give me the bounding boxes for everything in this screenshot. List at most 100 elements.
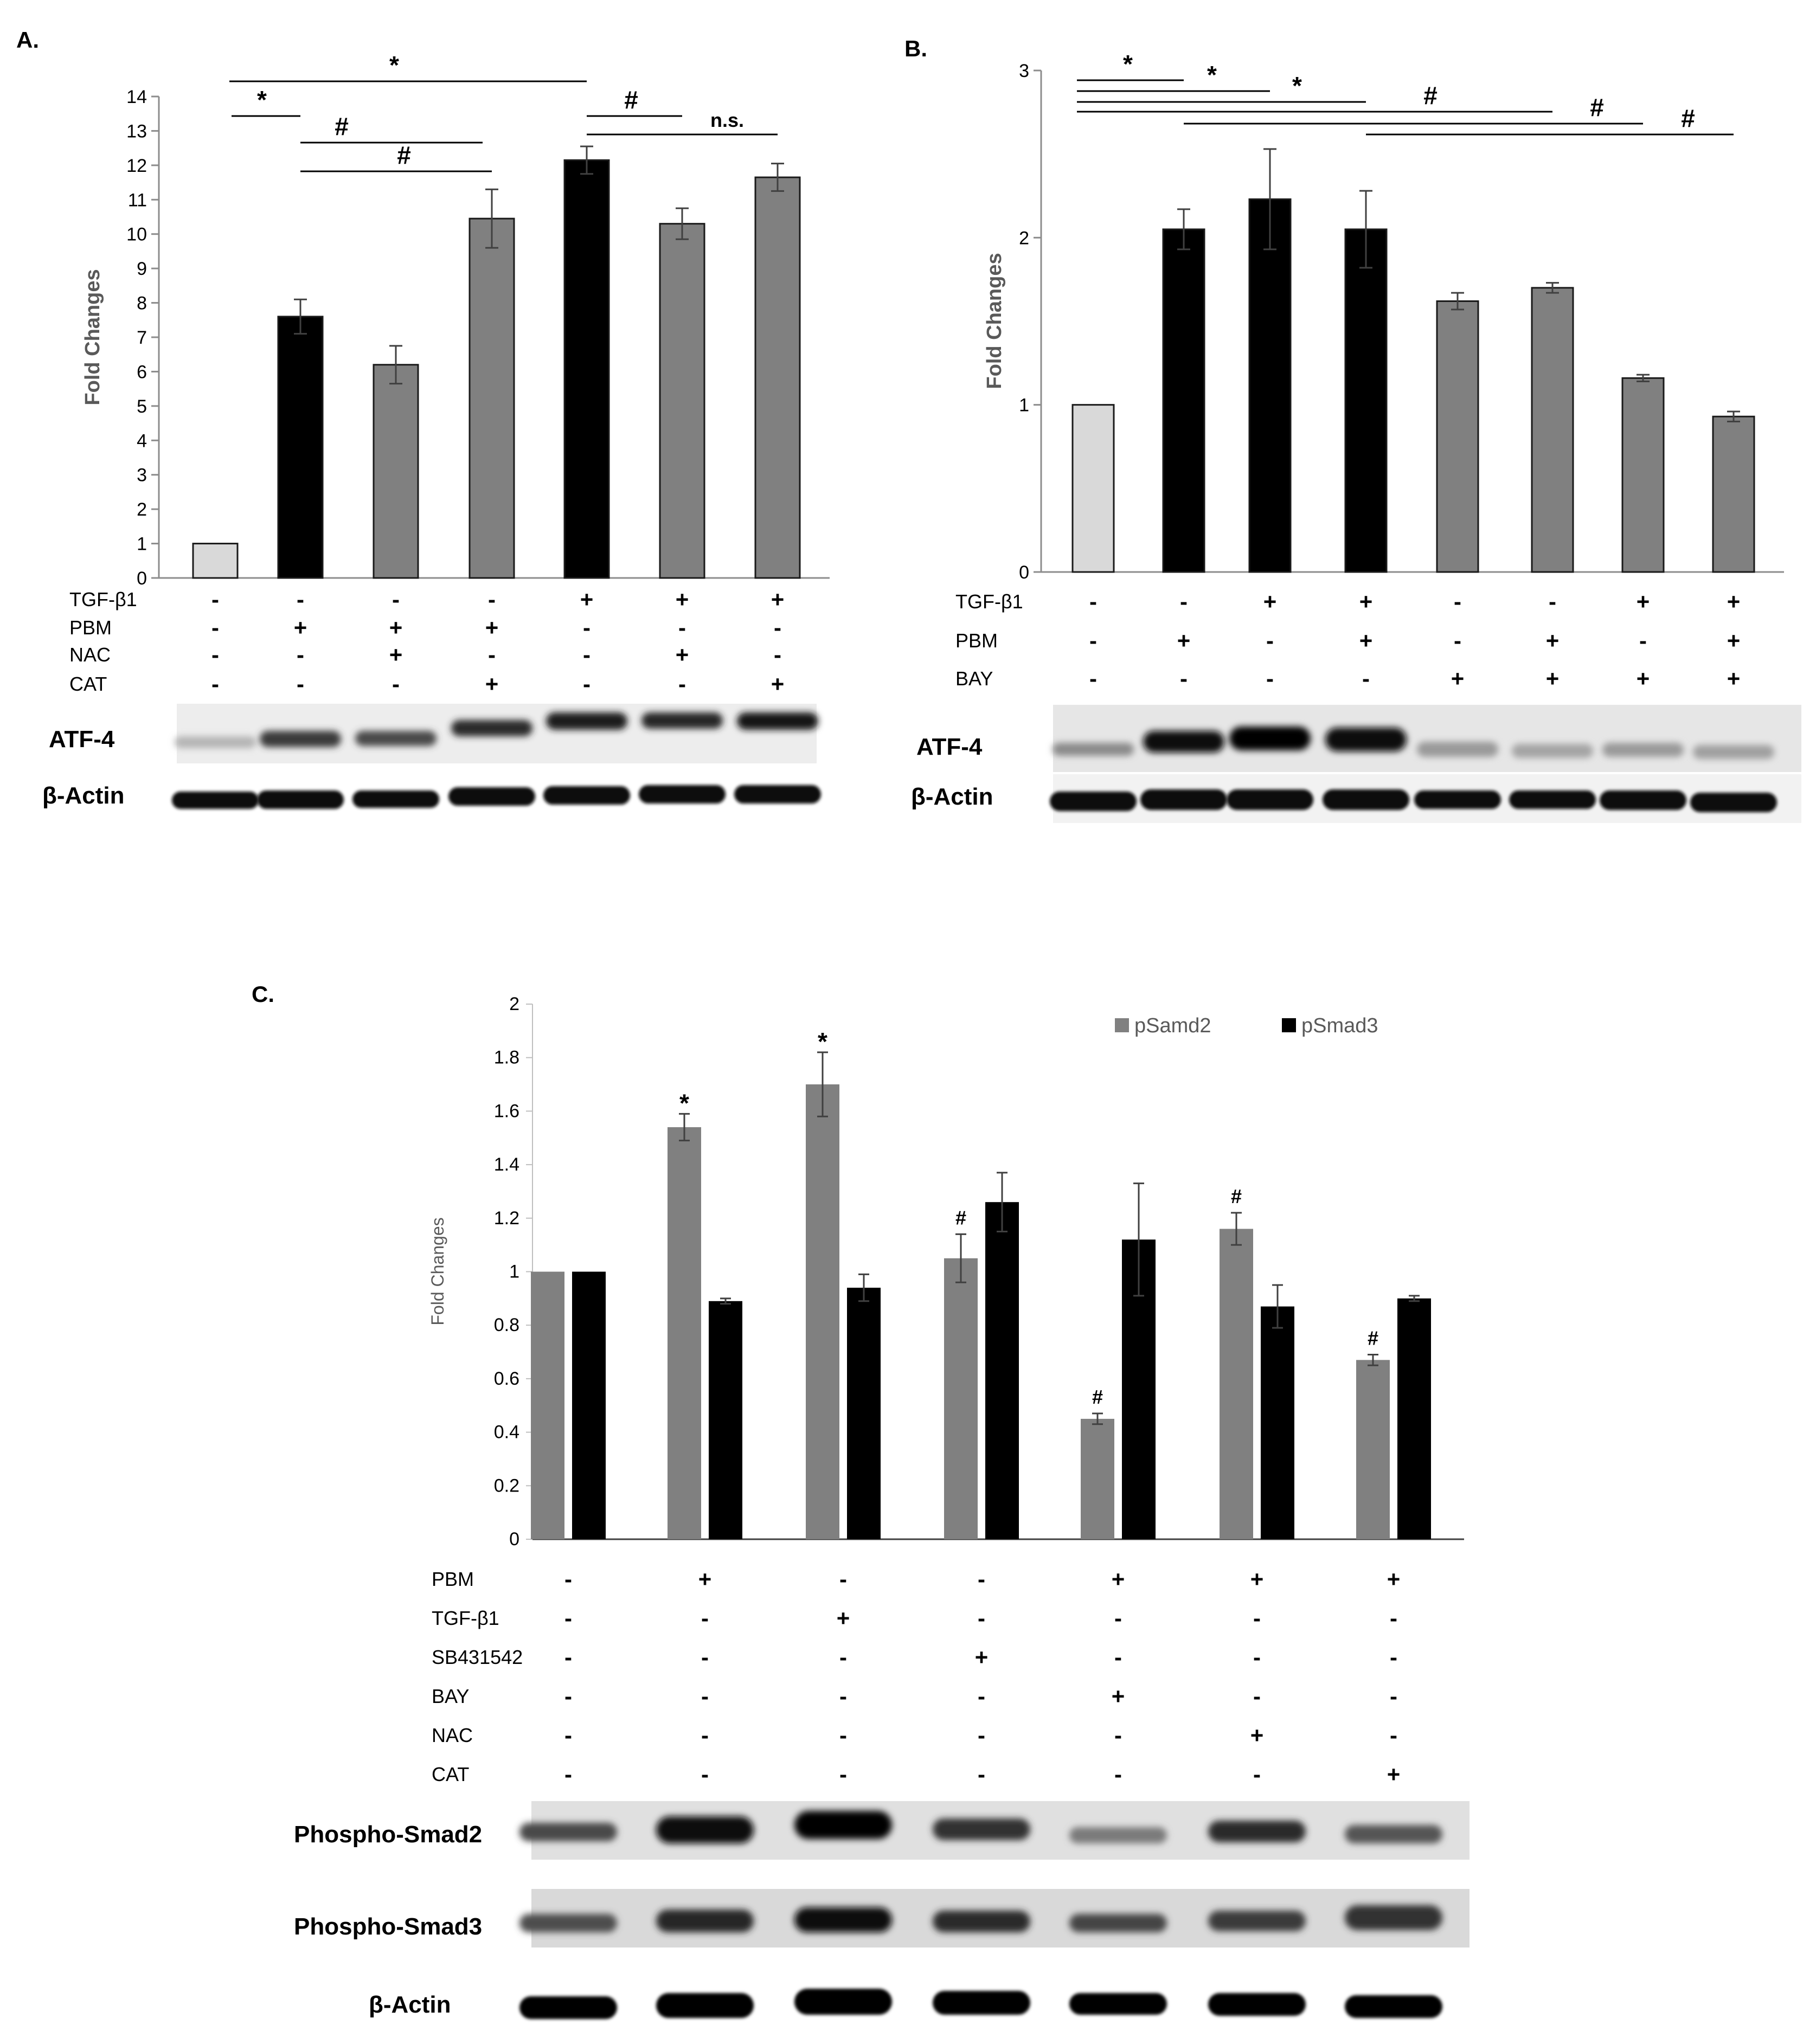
treatment-sign: - — [392, 671, 400, 697]
treatment-sign: - — [839, 1644, 847, 1670]
treatment-sign: + — [1359, 628, 1373, 653]
treatment-sign: - — [1180, 666, 1188, 691]
blot-band — [1053, 743, 1134, 756]
treatment-sign: - — [701, 1683, 709, 1709]
panel-label: C. — [252, 981, 274, 1007]
significance-mark: # — [1681, 104, 1695, 132]
treatment-sign: - — [1114, 1762, 1122, 1787]
treatment-sign: - — [211, 587, 219, 612]
y-tick-label: 2 — [137, 499, 147, 520]
treatment-sign: - — [978, 1762, 985, 1787]
treatment-sign: - — [1253, 1683, 1261, 1709]
panel-label: B. — [904, 36, 927, 61]
bar — [1531, 287, 1574, 573]
blot-band — [1600, 790, 1686, 810]
y-axis-label: Fold Changes — [428, 1217, 447, 1325]
treatment-sign: + — [1637, 589, 1650, 614]
bar — [668, 1127, 701, 1539]
treatment-sign: + — [1359, 589, 1373, 614]
bar — [192, 543, 239, 579]
bar — [1356, 1360, 1390, 1539]
treatment-sign: - — [678, 615, 686, 640]
treatment-sign: - — [564, 1683, 572, 1709]
blot-band — [1417, 742, 1498, 757]
y-tick-label: 1.2 — [494, 1208, 519, 1229]
blot-band — [1069, 1827, 1167, 1843]
y-tick-label: 14 — [126, 87, 147, 107]
treatment-sign: - — [488, 587, 496, 612]
treatment-sign: - — [1390, 1722, 1397, 1748]
blot-band — [1227, 789, 1313, 810]
treatment-sign: - — [488, 642, 496, 667]
y-tick-label: 0.4 — [494, 1422, 519, 1443]
treatment-sign: + — [1637, 666, 1650, 691]
blot-band — [1208, 1993, 1306, 2016]
bar — [1071, 404, 1115, 573]
treatment-sign: + — [1250, 1722, 1264, 1748]
blot-band — [448, 787, 535, 806]
bar — [847, 1288, 881, 1539]
treatment-sign: - — [1390, 1683, 1397, 1709]
treatment-sign: - — [1549, 589, 1556, 614]
treatment-sign: + — [771, 671, 785, 697]
treatment-sign: - — [297, 587, 304, 612]
treatment-label: TGF-β1 — [69, 588, 137, 610]
blot-band — [656, 1816, 754, 1843]
treatment-sign: + — [294, 615, 307, 640]
blot-band — [1690, 793, 1777, 812]
y-tick-label: 6 — [137, 362, 147, 382]
treatment-sign: - — [774, 642, 781, 667]
treatment-sign: - — [211, 642, 219, 667]
significance-mark: # — [624, 86, 638, 114]
bar — [1220, 1229, 1253, 1539]
significance-mark: * — [679, 1089, 689, 1117]
significance-mark: # — [1423, 81, 1438, 110]
treatment-sign: - — [1089, 589, 1097, 614]
y-tick-label: 1.4 — [494, 1154, 519, 1175]
treatment-sign: + — [1387, 1566, 1401, 1592]
treatment-sign: + — [1387, 1762, 1401, 1787]
blot-band — [656, 1910, 754, 1932]
y-tick-label: 7 — [137, 327, 147, 348]
blot-label: ATF-4 — [916, 734, 983, 760]
treatment-sign: + — [676, 642, 689, 667]
y-tick-label: 1 — [509, 1262, 519, 1282]
treatment-sign: - — [701, 1762, 709, 1787]
blot-band — [1229, 727, 1311, 750]
treatment-sign: + — [1112, 1683, 1125, 1709]
y-axis-label: Fold Changes — [81, 269, 104, 405]
blot-band — [1414, 790, 1501, 809]
blot-band — [656, 1993, 754, 2018]
blot-band — [519, 1823, 617, 1841]
treatment-sign: - — [1253, 1605, 1261, 1631]
treatment-label: BAY — [955, 667, 993, 690]
significance-mark: # — [397, 141, 411, 169]
treatment-sign: - — [678, 671, 686, 697]
blot-band — [1509, 790, 1596, 809]
treatment-sign: - — [978, 1566, 985, 1592]
blot-band — [737, 712, 818, 730]
blot-label: β-Actin — [42, 782, 125, 809]
treatment-sign: - — [392, 587, 400, 612]
treatment-sign: + — [676, 587, 689, 612]
treatment-label: SB431542 — [432, 1646, 523, 1668]
bar — [531, 1271, 564, 1539]
blot-band — [519, 1914, 617, 1932]
blot-band — [543, 786, 630, 805]
y-tick-label: 2 — [1019, 228, 1029, 248]
treatment-sign: - — [1266, 628, 1274, 653]
y-axis-label: Fold Changes — [983, 253, 1006, 389]
treatment-sign: - — [297, 671, 304, 697]
significance-mark: # — [1092, 1386, 1103, 1408]
y-tick-label: 10 — [126, 224, 147, 245]
treatment-sign: - — [1180, 589, 1188, 614]
y-tick-label: 5 — [137, 396, 147, 417]
bar — [1436, 300, 1479, 573]
panel-b: B. 0 1 2 3 Fold Changes * * * # # # TGF-β1 - - + + - - + + PB… — [904, 36, 1801, 823]
treatment-sign: - — [701, 1605, 709, 1631]
treatment-sign: + — [837, 1605, 850, 1631]
treatment-sign: - — [1114, 1722, 1122, 1748]
treatment-sign: - — [1114, 1605, 1122, 1631]
treatment-sign: - — [839, 1566, 847, 1592]
treatment-sign: - — [1362, 666, 1370, 691]
